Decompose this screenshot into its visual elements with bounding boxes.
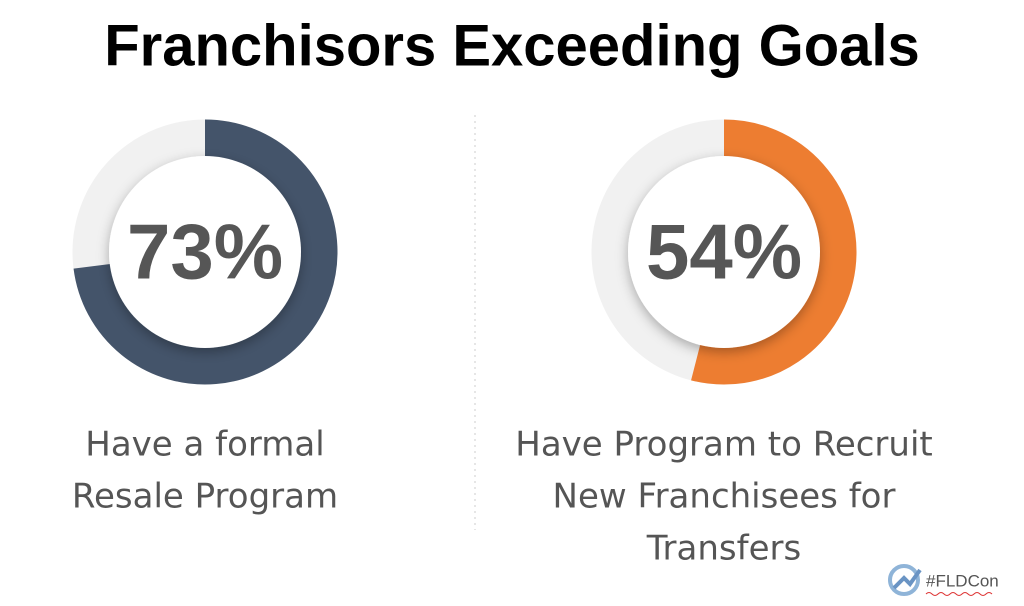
slide-title: Franchisors Exceeding Goals (104, 13, 920, 78)
caption: Transfers (646, 529, 801, 569)
caption: New Franchisees for (553, 477, 896, 517)
caption: Have a formal (85, 425, 324, 465)
caption: Have Program to Recruit (515, 425, 932, 465)
logo: #FLDCon (888, 564, 999, 596)
donut-arc (691, 119, 857, 385)
footer: #FLDCon (926, 571, 999, 590)
caption: Resale Program (72, 477, 338, 517)
donut-center (628, 156, 820, 348)
donut-center (109, 156, 301, 348)
donut-arc (73, 119, 338, 385)
value-label: 54% (646, 208, 802, 296)
value-label: 73% (127, 208, 283, 296)
